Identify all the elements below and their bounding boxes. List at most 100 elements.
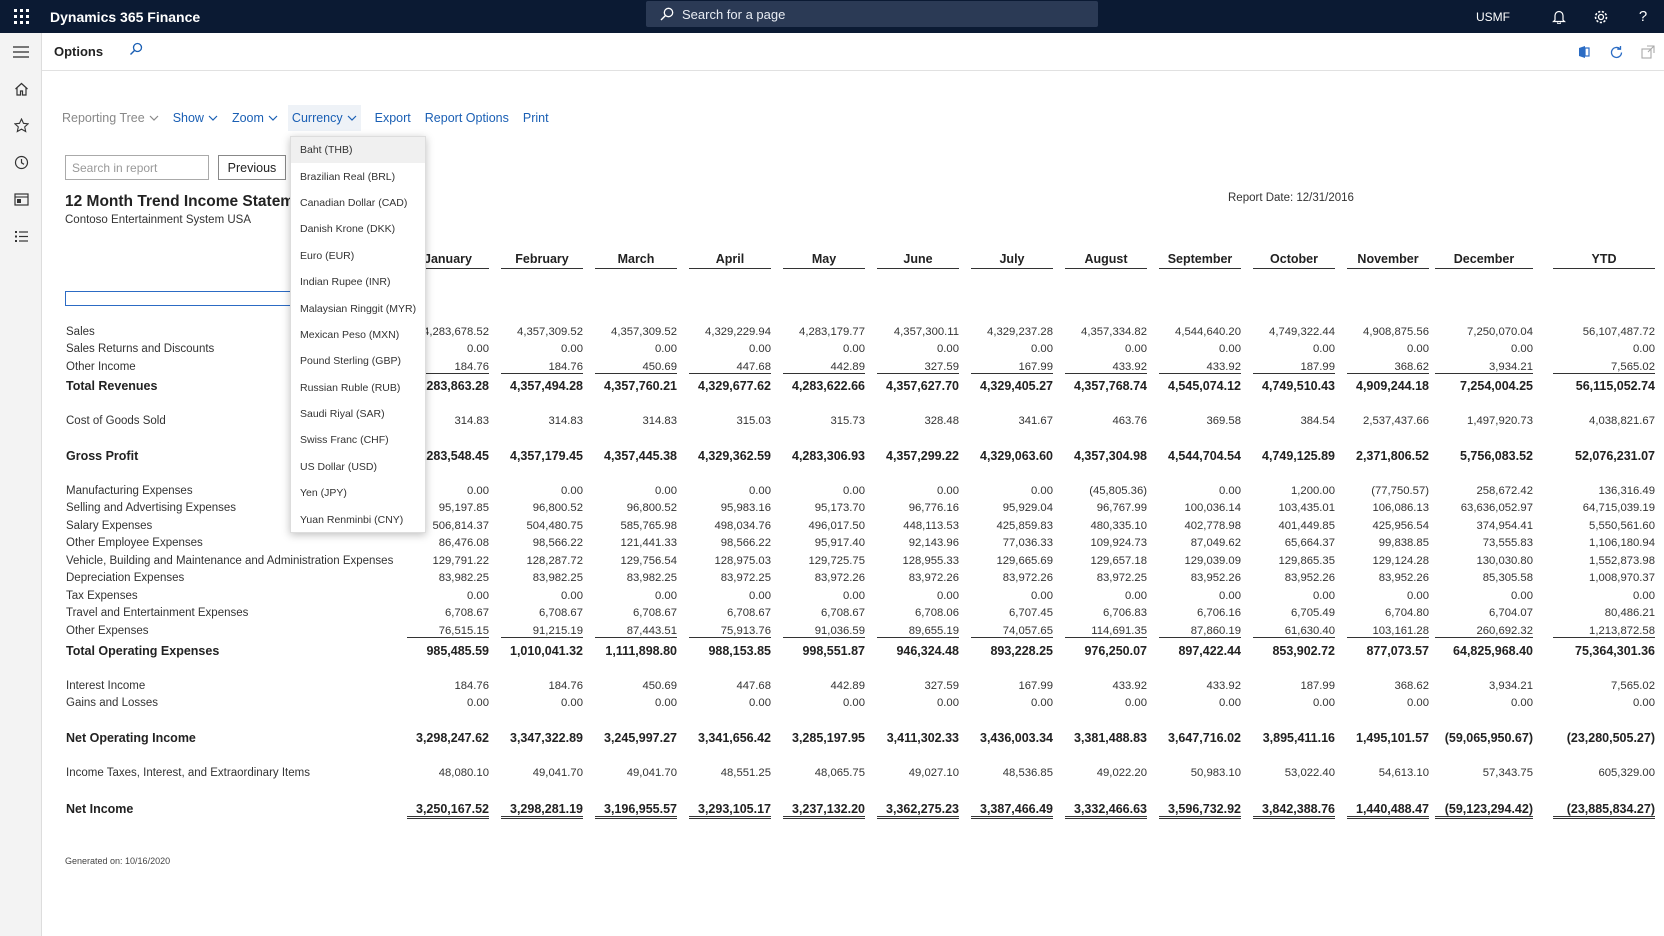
table-cell[interactable]: 4,038,821.67 [1589,415,1655,427]
table-cell[interactable]: 447.68 [736,680,771,692]
table-cell[interactable]: 447.68 [689,361,771,374]
page-search-input[interactable]: Search for a page [646,1,1098,27]
table-cell[interactable]: 96,800.52 [532,502,583,514]
table-cell[interactable]: 7,254,004.25 [1460,379,1533,393]
previous-button[interactable]: Previous [218,155,286,180]
table-cell[interactable]: 853,902.72 [1272,644,1335,658]
table-cell[interactable]: 0.00 [561,343,583,355]
table-cell[interactable]: 4,329,677.62 [698,379,771,393]
table-cell[interactable]: 1,111,898.80 [605,644,677,658]
currency-option[interactable]: Indian Rupee (INR) [300,276,391,289]
table-cell[interactable]: 4,908,875.56 [1363,326,1429,338]
table-cell[interactable]: 91,036.59 [783,625,865,638]
table-cell[interactable]: 4,329,405.27 [980,379,1053,393]
table-cell[interactable]: 129,791.22 [432,555,489,567]
table-cell[interactable]: 4,357,627.70 [886,379,959,393]
table-cell[interactable]: 96,800.52 [626,502,677,514]
table-cell[interactable]: 1,497,920.73 [1467,415,1533,427]
table-cell[interactable]: 86,476.08 [438,537,489,549]
table-cell[interactable]: 448,113.53 [903,520,959,532]
table-cell[interactable]: 64,825,968.40 [1453,644,1533,658]
table-cell[interactable]: 402,778.98 [1184,520,1241,532]
table-cell[interactable]: 89,655.19 [877,625,959,638]
table-cell[interactable]: 63,636,052.97 [1460,502,1533,514]
table-cell[interactable]: 4,357,309.52 [611,326,677,338]
table-cell[interactable]: 4,329,362.59 [698,449,771,463]
table-cell[interactable]: 187.99 [1253,361,1335,374]
table-cell[interactable]: 1,010,041.32 [510,644,583,658]
table-cell[interactable]: 91,215.19 [501,625,583,638]
table-cell[interactable]: 6,708.67 [633,607,677,619]
table-cell[interactable]: 95,197.85 [438,502,489,514]
table-cell[interactable]: 498,034.76 [714,520,771,532]
table-cell[interactable]: 0.00 [749,485,771,497]
table-cell[interactable]: 314.83 [548,415,583,427]
list-icon[interactable] [0,218,42,255]
table-cell[interactable]: 64,715,039.19 [1582,502,1655,514]
table-cell[interactable]: 425,859.83 [996,520,1053,532]
table-cell[interactable]: 0.00 [749,343,771,355]
table-cell[interactable]: 0.00 [467,590,489,602]
table-cell[interactable]: 4,283,548.45 [416,449,489,463]
table-cell[interactable]: 0.00 [1407,697,1429,709]
table-cell[interactable]: 74,057.65 [971,625,1053,638]
currency-option[interactable]: Euro (EUR) [300,249,355,262]
table-cell[interactable]: 48,080.10 [438,767,489,779]
table-cell[interactable]: 0.00 [843,590,865,602]
table-cell[interactable]: (23,885,834.27) [1553,802,1655,819]
table-cell[interactable]: 7,250,070.04 [1467,326,1533,338]
table-cell[interactable]: 103,435.01 [1278,502,1335,514]
table-cell[interactable]: 0.00 [1313,343,1335,355]
table-cell[interactable]: 327.59 [877,361,959,374]
table-cell[interactable]: 3,647,716.02 [1168,731,1241,745]
table-cell[interactable]: 187.99 [1300,680,1335,692]
table-cell[interactable]: 4,357,309.52 [517,326,583,338]
table-cell[interactable]: 315.03 [736,415,771,427]
table-cell[interactable]: 7,565.02 [1611,680,1655,692]
table-cell[interactable]: 0.00 [1219,697,1241,709]
table-cell[interactable]: 83,952.26 [1284,572,1335,584]
table-cell[interactable]: 327.59 [924,680,959,692]
table-cell[interactable]: 61,630.40 [1253,625,1335,638]
table-cell[interactable]: 314.83 [642,415,677,427]
table-cell[interactable]: 3,362,275.23 [877,802,959,819]
table-cell[interactable]: 1,440,488.47 [1347,802,1429,819]
table-cell[interactable]: 0.00 [655,343,677,355]
print-button[interactable]: Print [522,111,549,125]
waffle-icon[interactable] [0,0,42,33]
table-cell[interactable]: 4,283,306.93 [792,449,865,463]
table-cell[interactable]: 3,842,388.76 [1253,802,1335,819]
table-cell[interactable]: 368.62 [1394,680,1429,692]
app-title[interactable]: Dynamics 365 Finance [50,8,201,25]
table-cell[interactable]: 1,008,970.37 [1589,572,1655,584]
table-cell[interactable]: 0.00 [1125,590,1147,602]
table-cell[interactable]: 258,672.42 [1476,485,1533,497]
table-cell[interactable]: 52,076,231.07 [1575,449,1655,463]
table-cell[interactable]: 83,982.25 [438,572,489,584]
table-cell[interactable]: 0.00 [561,485,583,497]
table-cell[interactable]: 121,441.33 [620,537,677,549]
table-cell[interactable]: 83,982.25 [626,572,677,584]
bell-icon[interactable] [1538,0,1580,33]
table-cell[interactable]: 83,972.26 [908,572,959,584]
table-cell[interactable]: 87,860.19 [1159,625,1241,638]
table-cell[interactable]: 4,357,299.22 [886,449,959,463]
table-cell[interactable]: 103,161.28 [1347,625,1429,638]
table-cell[interactable]: 167.99 [1018,680,1053,692]
table-cell[interactable]: 3,293,105.17 [689,802,771,819]
table-cell[interactable]: 4,357,179.45 [510,449,583,463]
table-cell[interactable]: 4,329,229.94 [705,326,771,338]
table-cell[interactable]: 4,283,863.28 [416,379,489,393]
table-cell[interactable]: 57,343.75 [1482,767,1533,779]
table-cell[interactable]: 98,566.22 [532,537,583,549]
table-cell[interactable]: 0.00 [1313,590,1335,602]
search-in-report-input[interactable]: Search in report [65,155,209,180]
table-cell[interactable]: 425,956.54 [1372,520,1429,532]
table-cell[interactable]: 5,756,083.52 [1460,449,1533,463]
table-cell[interactable]: 0.00 [937,697,959,709]
table-cell[interactable]: 0.00 [1633,590,1655,602]
table-cell[interactable]: 4,329,063.60 [980,449,1053,463]
zoom-menu[interactable]: Zoom [232,111,278,125]
table-cell[interactable]: 1,106,180.94 [1589,537,1655,549]
table-cell[interactable]: 3,341,656.42 [698,731,771,745]
